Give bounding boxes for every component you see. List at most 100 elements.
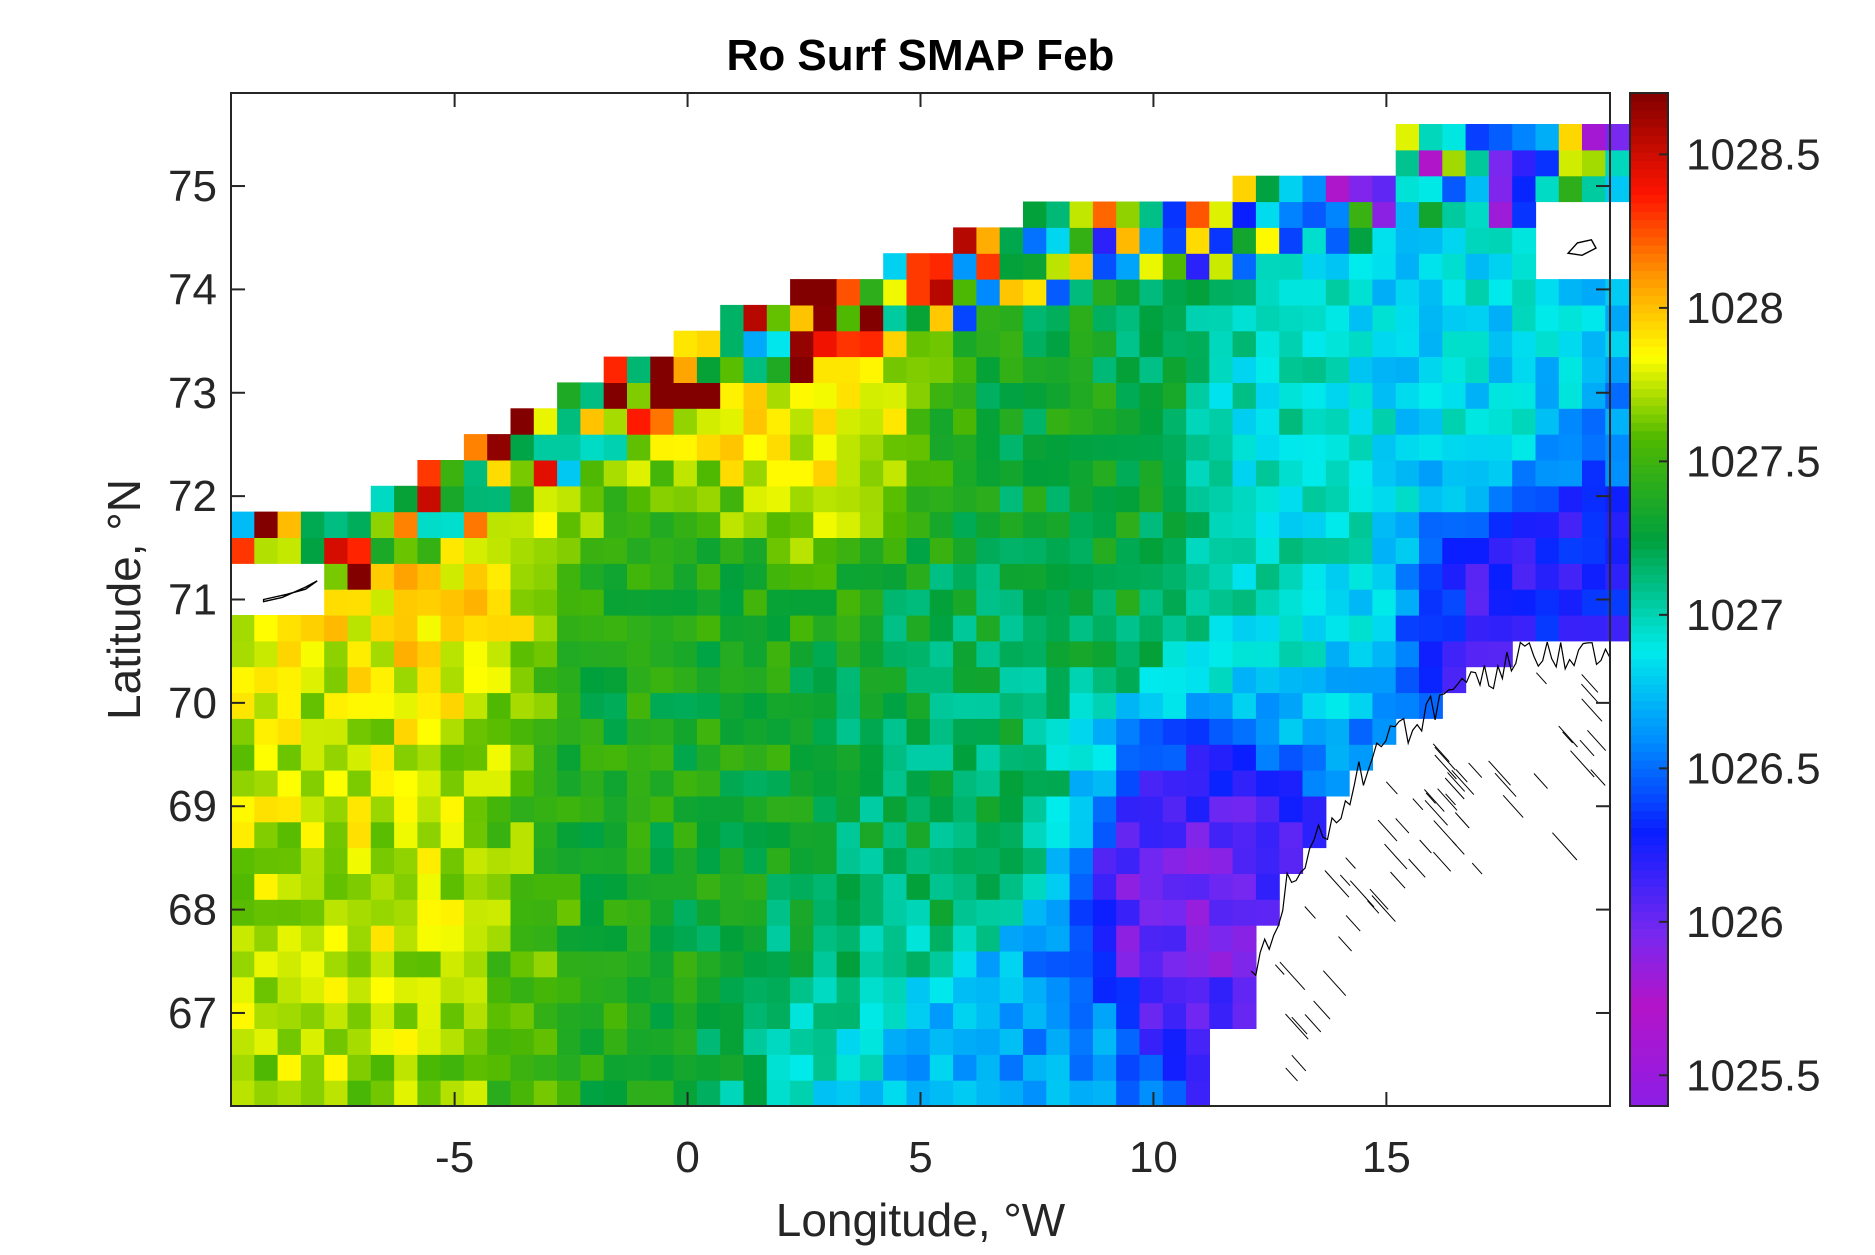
heatmap-cell — [1139, 485, 1164, 513]
heatmap-cell — [1162, 770, 1187, 797]
heatmap-cell — [1372, 640, 1397, 668]
heatmap-cell — [627, 408, 651, 435]
heatmap-cell — [1605, 460, 1630, 487]
fjord-line — [1313, 1000, 1331, 1020]
heatmap-cell — [370, 1054, 395, 1081]
heatmap-cell — [953, 666, 977, 694]
heatmap-cell — [883, 253, 908, 280]
heatmap-cell — [1186, 356, 1210, 383]
heatmap-cell — [603, 925, 628, 952]
heatmap-cell — [580, 821, 605, 849]
heatmap-cell — [883, 821, 908, 849]
heatmap-cell — [254, 1028, 279, 1055]
heatmap-cell — [1139, 1028, 1164, 1055]
heatmap-cell — [1465, 279, 1490, 306]
heatmap-cell — [766, 408, 791, 435]
heatmap-cell — [533, 640, 558, 668]
heatmap-cell — [1162, 434, 1187, 461]
heatmap-cell — [1046, 847, 1071, 874]
heatmap-cell — [999, 1054, 1024, 1081]
heatmap-cell — [790, 847, 814, 874]
fjord-line — [1425, 792, 1436, 804]
heatmap-cell — [1582, 511, 1606, 538]
heatmap-cell — [1116, 460, 1141, 487]
heatmap-cell — [1046, 330, 1071, 358]
heatmap-cell — [1535, 434, 1560, 461]
heatmap-cell — [1255, 795, 1280, 823]
heatmap-cell — [1023, 511, 1047, 538]
heatmap-cell — [1465, 124, 1490, 151]
heatmap-cell — [696, 485, 721, 513]
heatmap-cell — [1023, 899, 1047, 926]
heatmap-cell — [883, 873, 908, 900]
heatmap-cell — [277, 873, 302, 900]
heatmap-cell — [1442, 149, 1467, 177]
colorbar-segment — [1630, 802, 1668, 812]
heatmap-cell — [953, 227, 977, 254]
heatmap-cell — [1092, 279, 1117, 306]
heatmap-cell — [953, 408, 977, 435]
colorbar-segment — [1630, 405, 1668, 415]
heatmap-cell — [1023, 408, 1047, 435]
heatmap-cell — [1488, 563, 1513, 590]
heatmap-cell — [1512, 382, 1537, 409]
heatmap-cell — [720, 511, 745, 538]
heatmap-cell — [720, 666, 745, 694]
heatmap-cell — [1302, 253, 1327, 280]
heatmap-cell — [859, 718, 884, 745]
heatmap-cell — [1372, 718, 1397, 745]
heatmap-cell — [1255, 175, 1280, 203]
heatmap-cell — [1069, 563, 1094, 590]
heatmap-cell — [1069, 950, 1094, 978]
heatmap-cell — [557, 485, 581, 513]
heatmap-cell — [1092, 692, 1117, 719]
heatmap-cell — [743, 770, 768, 797]
heatmap-cell — [1186, 950, 1210, 978]
heatmap-cell — [1535, 589, 1560, 616]
heatmap-cell — [487, 770, 512, 797]
heatmap-cell — [1092, 589, 1117, 616]
heatmap-cell — [906, 795, 931, 823]
heatmap-cell — [1046, 692, 1071, 719]
colorbar-segment — [1630, 962, 1668, 972]
heatmap-cell — [440, 925, 465, 952]
heatmap-cell — [580, 1002, 605, 1029]
heatmap-cell — [370, 847, 395, 874]
heatmap-cell — [463, 460, 488, 487]
heatmap-cell — [743, 821, 768, 849]
colorbar-segment — [1630, 650, 1668, 660]
heatmap-cell — [1162, 1002, 1187, 1029]
heatmap-cell — [929, 382, 954, 409]
heatmap-cell — [1535, 175, 1560, 203]
heatmap-cell — [906, 950, 931, 978]
heatmap-cell — [1232, 227, 1257, 254]
heatmap-cell — [999, 770, 1024, 797]
fjord-line — [1285, 1013, 1309, 1040]
heatmap-cell — [1069, 356, 1094, 383]
heatmap-cell — [1139, 615, 1164, 642]
heatmap-cell — [929, 434, 954, 461]
heatmap-cell — [1069, 692, 1094, 719]
heatmap-cell — [1582, 330, 1606, 358]
heatmap-cell — [487, 434, 512, 461]
heatmap-cell — [1255, 615, 1280, 642]
heatmap-cell — [836, 408, 861, 435]
fjord-line — [1558, 725, 1578, 748]
heatmap-cell — [603, 1080, 628, 1107]
heatmap-cell — [1349, 201, 1373, 228]
heatmap-cell — [720, 976, 745, 1004]
heatmap-cell — [976, 615, 1001, 642]
colorbar-segment — [1630, 928, 1668, 938]
heatmap-cell — [1209, 976, 1234, 1004]
heatmap-cell — [1442, 589, 1467, 616]
heatmap-cell — [254, 950, 279, 978]
heatmap-cell — [1023, 1054, 1047, 1081]
heatmap-cell — [673, 511, 698, 538]
heatmap-cell — [347, 589, 372, 616]
heatmap-cell — [673, 976, 698, 1004]
heatmap-cell — [533, 976, 558, 1004]
heatmap-cell — [603, 485, 628, 513]
heatmap-cell — [720, 356, 745, 383]
heatmap-cell — [417, 640, 442, 668]
heatmap-cell — [231, 692, 255, 719]
